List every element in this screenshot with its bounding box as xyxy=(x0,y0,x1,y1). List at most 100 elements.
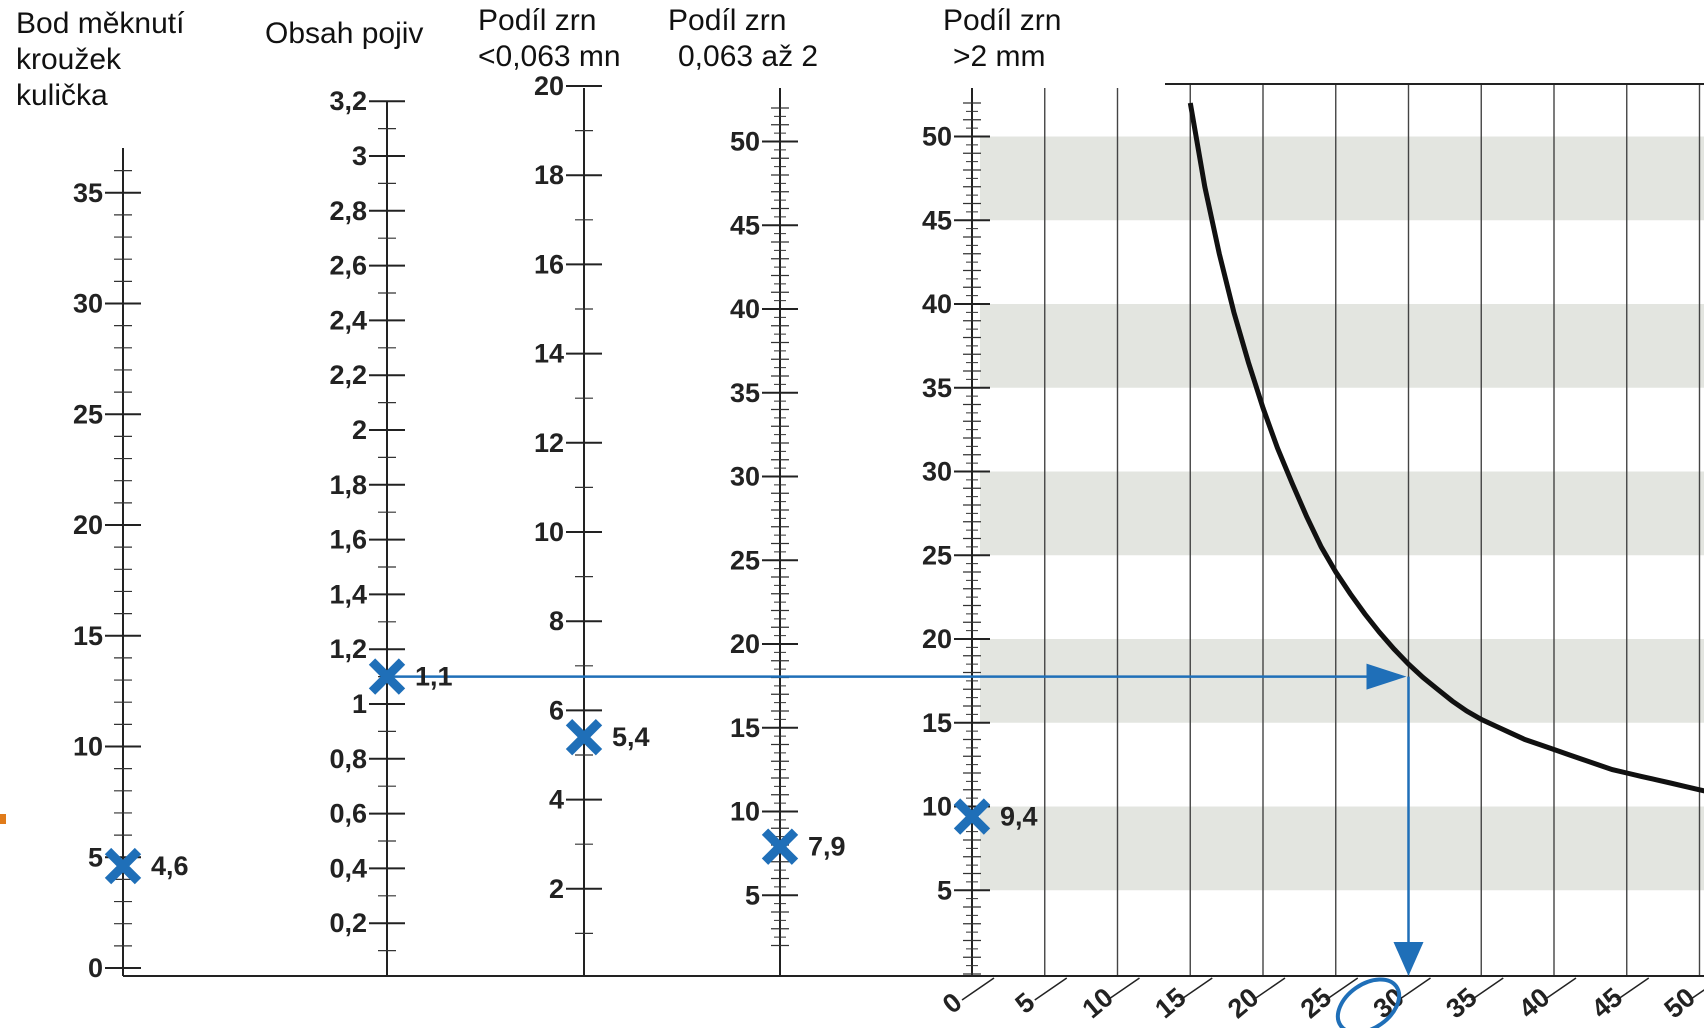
x-tick xyxy=(1470,977,1504,1001)
shaded-band xyxy=(980,136,1704,221)
tick-label-podil_hrube: 40 xyxy=(922,289,952,319)
x-tick xyxy=(1689,989,1704,1001)
tick-label-podil_stredni: 30 xyxy=(730,462,760,492)
tick-label-bod_meknuti: 10 xyxy=(73,732,103,762)
value-markers: 4,6 1,1 5,4 7,9 9,4 xyxy=(104,658,1038,885)
x-tick-label: 15 xyxy=(1149,982,1191,1024)
tick-label-obsah_pojiv: 2,6 xyxy=(329,251,367,281)
marker-podil_hrube: 9,4 xyxy=(953,798,1038,835)
tick-label-bod_meknuti: 0 xyxy=(88,953,103,983)
marker-cross xyxy=(104,847,142,885)
tick-label-podil_jemne: 10 xyxy=(534,517,564,547)
marker-label-podil_stredni: 7,9 xyxy=(808,832,846,862)
tick-label-obsah_pojiv: 3,2 xyxy=(329,86,367,116)
x-tick xyxy=(961,977,995,1001)
tick-label-podil_stredni: 45 xyxy=(730,210,760,240)
tick-label-podil_hrube: 20 xyxy=(922,624,952,654)
nomogram-axes: 051015202530350,20,40,60,811,21,41,61,82… xyxy=(0,71,1704,983)
x-tick-label: 45 xyxy=(1586,982,1628,1024)
axis-title-podil-jemne: Podíl zrn <0,063 mn xyxy=(478,4,621,73)
tick-label-podil_jemne: 2 xyxy=(549,874,564,904)
tick-label-podil_hrube: 45 xyxy=(922,205,952,235)
marker-cross xyxy=(368,658,406,695)
tick-label-obsah_pojiv: 2,2 xyxy=(329,360,367,390)
x-tick xyxy=(1325,977,1359,1001)
x-tick xyxy=(1107,977,1140,1001)
tick-label-podil_hrube: 10 xyxy=(922,792,952,822)
x-tick xyxy=(1179,977,1213,1001)
tick-label-obsah_pojiv: 2,8 xyxy=(329,196,367,226)
x-tick xyxy=(1398,977,1431,1001)
axis-title-podil-stredni: Podíl zrn 0,063 až 2 xyxy=(668,4,819,73)
x-tick xyxy=(1252,977,1286,1001)
tick-label-podil_jemne: 4 xyxy=(549,785,564,815)
tick-label-podil_stredni: 35 xyxy=(730,378,760,408)
reading-arrows xyxy=(387,663,1424,1028)
tick-label-podil_jemne: 20 xyxy=(534,71,564,101)
axis-title-obsah-pojiv: Obsah pojiv xyxy=(265,17,424,50)
tick-label-obsah_pojiv: 0,8 xyxy=(329,744,367,774)
marker-label-podil_hrube: 9,4 xyxy=(1000,802,1038,832)
tick-label-obsah_pojiv: 3 xyxy=(352,141,367,171)
tick-label-bod_meknuti: 5 xyxy=(88,842,103,872)
tick-label-obsah_pojiv: 2,4 xyxy=(329,305,367,335)
tick-label-podil_hrube: 30 xyxy=(922,457,952,487)
shaded-band xyxy=(980,471,1704,556)
marker-label-bod_meknuti: 4,6 xyxy=(151,851,189,881)
marker-bod_meknuti: 4,6 xyxy=(104,847,189,885)
tick-label-obsah_pojiv: 1,8 xyxy=(329,470,367,500)
tick-label-obsah_pojiv: 0,6 xyxy=(329,799,367,829)
x-tick xyxy=(1034,977,1068,1001)
tick-label-podil_hrube: 5 xyxy=(937,875,952,905)
x-tick-label: 25 xyxy=(1295,982,1337,1024)
shaded-band xyxy=(980,639,1704,723)
tick-label-obsah_pojiv: 0,2 xyxy=(329,908,367,938)
tick-label-podil_jemne: 18 xyxy=(534,160,564,190)
x-tick xyxy=(1543,977,1577,1001)
tick-label-podil_stredni: 20 xyxy=(730,629,760,659)
edge-mark xyxy=(0,814,6,824)
tick-label-podil_jemne: 14 xyxy=(534,339,564,369)
x-tick-label: 40 xyxy=(1513,982,1555,1024)
x-tick-label: 10 xyxy=(1077,982,1119,1024)
result-curve-layer xyxy=(1187,102,1704,794)
result-grid-bands xyxy=(980,136,1704,891)
tick-label-bod_meknuti: 20 xyxy=(73,510,103,540)
shaded-band xyxy=(980,806,1704,891)
marker-cross xyxy=(565,718,603,756)
tick-label-podil_stredni: 25 xyxy=(730,545,760,575)
x-tick-label: 20 xyxy=(1222,982,1264,1024)
marker-podil_stredni: 7,9 xyxy=(761,828,846,865)
shaded-band xyxy=(980,304,1704,388)
marker-obsah_pojiv: 1,1 xyxy=(368,658,453,695)
tick-label-podil_jemne: 16 xyxy=(534,249,564,279)
tick-label-podil_stredni: 50 xyxy=(730,127,760,157)
axis-title-podil-hrube: Podíl zrn >2 mm xyxy=(943,4,1062,73)
vertical-arrow-head xyxy=(1393,942,1424,976)
tick-label-podil_jemne: 12 xyxy=(534,428,564,458)
tick-label-obsah_pojiv: 1,2 xyxy=(329,634,367,664)
tick-label-podil_stredni: 10 xyxy=(730,797,760,827)
tick-label-podil_stredni: 40 xyxy=(730,294,760,324)
horizontal-arrow-head xyxy=(1366,663,1407,690)
x-tick-label: 50 xyxy=(1659,982,1701,1024)
tick-label-obsah_pojiv: 1 xyxy=(352,689,367,719)
result-curve xyxy=(1187,102,1704,794)
tick-label-podil_hrube: 15 xyxy=(922,708,952,738)
tick-label-bod_meknuti: 25 xyxy=(73,399,103,429)
tick-label-obsah_pojiv: 1,4 xyxy=(329,579,367,609)
result-highlight-circle xyxy=(1335,977,1402,1028)
x-tick xyxy=(1616,977,1650,1001)
tick-label-obsah_pojiv: 0,4 xyxy=(329,853,367,883)
axis-title-bod-meknuti: Bod měknutí kroužek kulička xyxy=(16,7,185,112)
tick-label-bod_meknuti: 15 xyxy=(73,621,103,651)
tick-label-podil_hrube: 25 xyxy=(922,540,952,570)
tick-label-podil_stredni: 5 xyxy=(745,880,760,910)
marker-podil_jemne: 5,4 xyxy=(565,718,650,756)
tick-label-bod_meknuti: 35 xyxy=(73,178,103,208)
marker-cross xyxy=(953,798,991,835)
tick-label-podil_stredni: 15 xyxy=(730,713,760,743)
tick-label-podil_jemne: 6 xyxy=(549,695,564,725)
x-tick-label: 5 xyxy=(1010,987,1041,1020)
